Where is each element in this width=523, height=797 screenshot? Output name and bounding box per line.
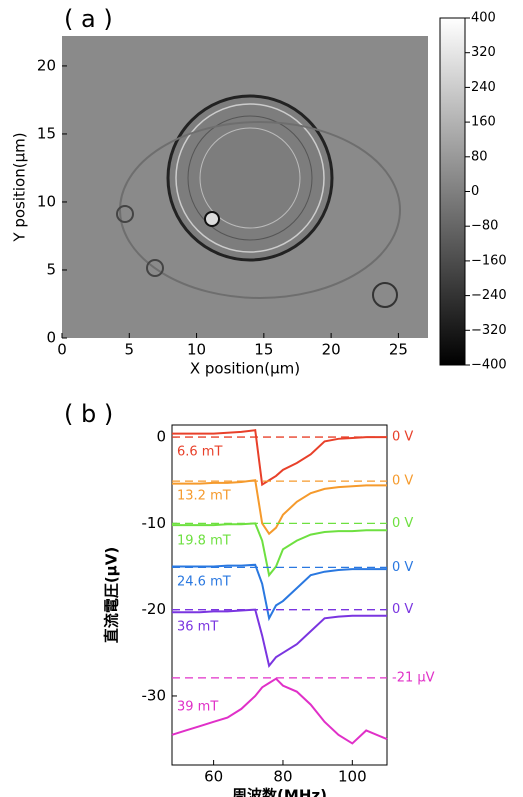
x-tick-label: 5 — [125, 341, 135, 359]
x-axis-label: X position(μm) — [190, 360, 300, 378]
y-tick-label: 0 — [46, 329, 56, 347]
series-line — [172, 522, 387, 578]
colorbar-tick-label: 400 — [471, 11, 496, 26]
y-axis-label: 直流電圧(μV) — [103, 547, 121, 643]
y-axis-label: Y position(μm) — [11, 132, 29, 242]
colorbar-tick-label: 80 — [471, 149, 488, 164]
x-tick-label: 0 — [57, 341, 67, 359]
x-tick-label: 60 — [204, 768, 223, 786]
series-line — [172, 563, 387, 622]
series-label: 39 mT — [177, 700, 218, 715]
colorbar-tick-label: −320 — [471, 323, 507, 338]
panel-label: ( a ) — [64, 5, 113, 33]
y-tick-label: -30 — [142, 686, 167, 704]
x-tick-label: 100 — [338, 768, 367, 786]
colorbar-tick-label: 240 — [471, 80, 496, 95]
series-line — [172, 429, 387, 487]
x-axis-label: 周波数(MHz) — [232, 787, 327, 797]
series-label: 19.8 mT — [177, 534, 231, 549]
series-line — [171, 677, 388, 745]
x-tick-label: 25 — [389, 341, 408, 359]
series-label: 36 mT — [177, 620, 218, 635]
colorbar-tick-label: 160 — [471, 115, 496, 130]
panel-label: ( b ) — [64, 400, 113, 428]
baseline-label: 0 V — [392, 560, 413, 575]
baseline-label: 0 V — [392, 474, 413, 489]
series-label: 13.2 mT — [177, 489, 231, 504]
y-tick-label: -10 — [142, 514, 167, 532]
y-tick-label: 20 — [37, 56, 56, 74]
series-line — [172, 479, 387, 536]
x-tick-label: 80 — [273, 768, 292, 786]
y-tick-label: -20 — [142, 600, 167, 618]
x-tick-label: 15 — [254, 341, 273, 359]
series-line — [172, 608, 387, 668]
colorbar-tick-label: −80 — [471, 219, 498, 234]
colorbar-tick-label: −400 — [471, 358, 507, 373]
series-label: 6.6 mT — [177, 445, 222, 460]
baseline-label: 0 V — [392, 516, 413, 531]
x-tick-label: 20 — [322, 341, 341, 359]
colorbar — [439, 17, 466, 366]
y-tick-label: 15 — [37, 124, 56, 142]
x-tick-label: 10 — [187, 341, 206, 359]
colorbar-tick-label: 320 — [471, 45, 496, 60]
colorbar-tick-label: −240 — [471, 288, 507, 303]
baseline-label: 0 V — [392, 602, 413, 617]
baseline-label: -21 μV — [392, 670, 435, 685]
micrograph — [62, 36, 428, 338]
y-tick-label: 0 — [156, 428, 166, 446]
baseline-label: 0 V — [392, 430, 413, 445]
y-tick-label: 5 — [46, 260, 56, 278]
plot-frame — [171, 424, 388, 766]
series-label: 24.6 mT — [177, 575, 231, 590]
y-tick-label: 10 — [37, 192, 56, 210]
colorbar-tick-label: −160 — [471, 253, 507, 268]
colorbar-tick-label: 0 — [471, 184, 479, 199]
